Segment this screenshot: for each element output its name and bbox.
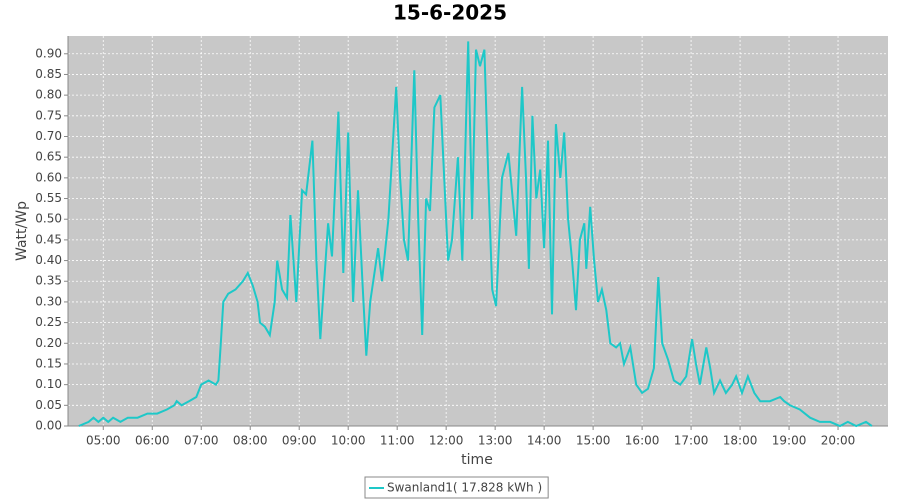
x-tick-label: 08:00	[233, 434, 268, 448]
data-line	[78, 41, 873, 428]
x-tick-label: 09:00	[282, 434, 317, 448]
x-tick-label: 15:00	[576, 434, 611, 448]
legend: Swanland1( 17.828 kWh )	[364, 476, 549, 499]
y-tick-label: 0.85	[35, 67, 62, 81]
y-tick-label: 0.35	[35, 274, 62, 288]
x-tick-label: 05:00	[86, 434, 121, 448]
plot-area	[68, 36, 888, 426]
x-tick-label: 06:00	[135, 434, 170, 448]
x-tick-label: 17:00	[674, 434, 709, 448]
y-tick-label: 0.30	[35, 294, 62, 308]
y-tick-label: 0.65	[35, 150, 62, 164]
legend-box	[364, 476, 549, 499]
y-tick-label: 0.10	[35, 377, 62, 391]
x-tick-label: 10:00	[331, 434, 366, 448]
y-tick-label: 0.55	[35, 191, 62, 205]
y-tick-label: 0.15	[35, 356, 62, 370]
x-tick-label: 14:00	[527, 434, 562, 448]
y-tick-label: 0.00	[35, 419, 62, 433]
x-tick-label: 11:00	[380, 434, 415, 448]
y-tick-label: 0.20	[35, 336, 62, 350]
x-tick-label: 12:00	[429, 434, 464, 448]
chart-title: 15-6-2025	[393, 1, 507, 25]
y-tick-label: 0.75	[35, 108, 62, 122]
y-tick-label: 0.25	[35, 315, 62, 329]
x-tick-label: 13:00	[478, 434, 513, 448]
y-tick-label: 0.50	[35, 212, 62, 226]
y-tick-label: 0.40	[35, 253, 62, 267]
x-axis-label: time	[461, 452, 493, 468]
x-tick-label: 07:00	[184, 434, 219, 448]
y-tick-label: 0.70	[35, 129, 62, 143]
y-tick-label: 0.90	[35, 46, 62, 60]
x-tick-label: 18:00	[723, 434, 758, 448]
x-tick-label: 19:00	[772, 434, 807, 448]
y-tick-label: 0.60	[35, 170, 62, 184]
y-tick-label: 0.05	[35, 398, 62, 412]
y-axis-label: Watt/Wp	[14, 201, 30, 261]
y-tick-label: 0.80	[35, 88, 62, 102]
x-tick-label: 16:00	[625, 434, 660, 448]
x-tick-label: 20:00	[821, 434, 856, 448]
y-tick-label: 0.45	[35, 232, 62, 246]
legend-label: Swanland1( 17.828 kWh )	[387, 481, 542, 495]
